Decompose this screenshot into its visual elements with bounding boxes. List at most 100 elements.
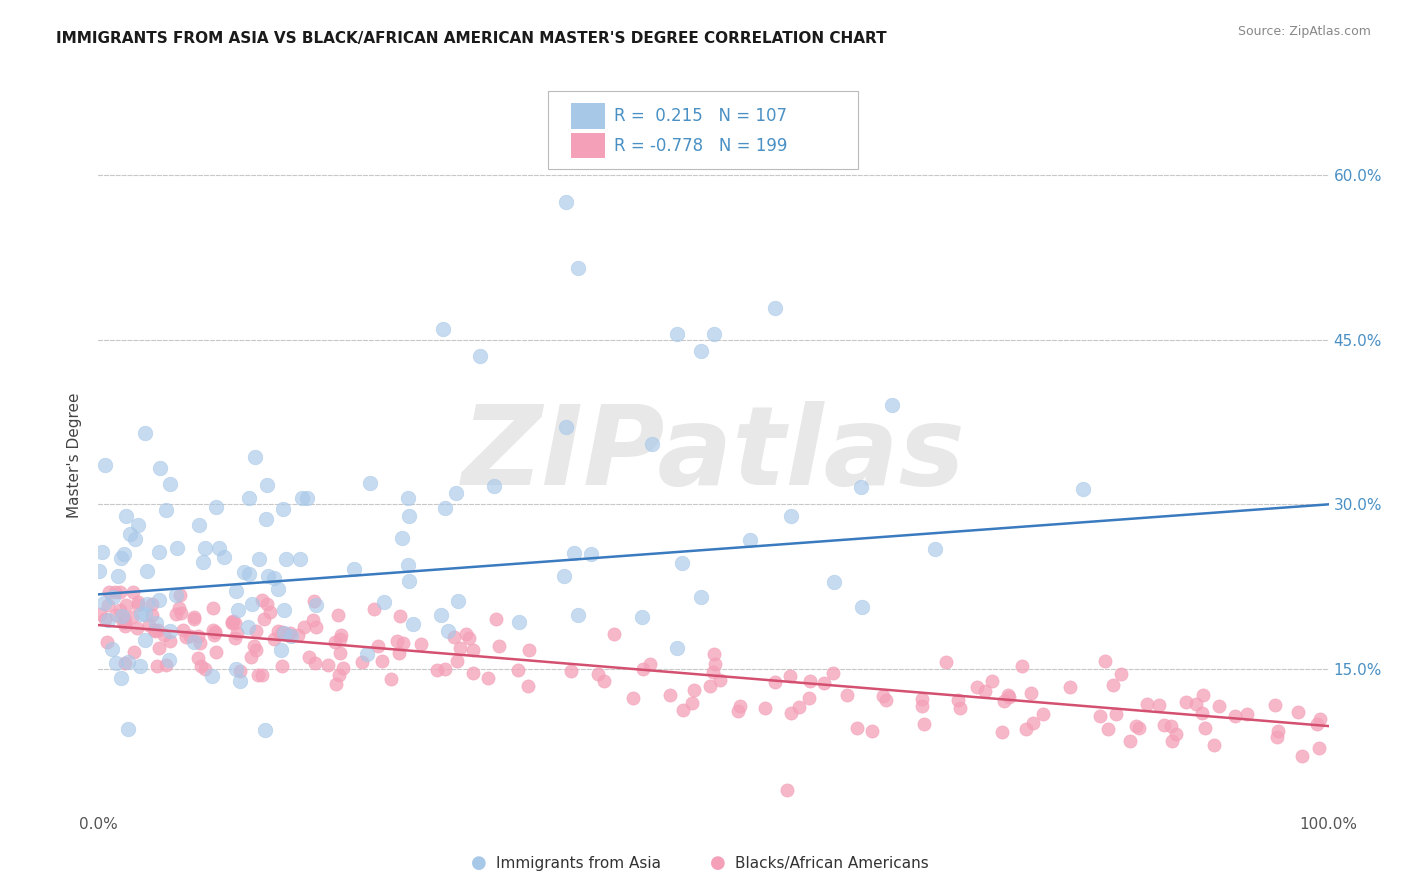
Point: [343, 561, 366, 575]
Point: [488, 639, 510, 653]
Point: [454, 627, 477, 641]
Point: [1088, 709, 1111, 723]
Point: [484, 479, 506, 493]
Point: [872, 690, 894, 704]
Point: [291, 491, 314, 505]
Point: [1265, 731, 1288, 745]
Point: [273, 626, 295, 640]
Point: [326, 608, 349, 623]
Point: [243, 450, 266, 464]
Point: [232, 566, 254, 580]
Point: [304, 620, 326, 634]
Point: [194, 541, 217, 555]
Point: [240, 650, 263, 665]
Point: [120, 526, 142, 541]
Point: [485, 612, 508, 626]
Point: [740, 533, 762, 548]
Point: [202, 624, 225, 638]
Point: [468, 349, 491, 363]
Point: [690, 590, 713, 604]
Point: [222, 614, 245, 628]
Point: [114, 656, 136, 670]
Point: [1192, 688, 1215, 702]
Point: [332, 661, 354, 675]
Point: [882, 398, 904, 412]
Point: [271, 624, 294, 639]
Point: [350, 655, 373, 669]
Point: [136, 564, 159, 578]
Point: [253, 612, 276, 626]
Point: [288, 551, 311, 566]
Point: [799, 691, 821, 706]
Point: [224, 631, 246, 645]
Point: [108, 602, 131, 616]
Point: [1032, 706, 1054, 721]
Point: [835, 688, 858, 702]
Point: [270, 642, 292, 657]
Point: [1191, 706, 1213, 720]
Point: [727, 704, 749, 718]
Point: [1119, 733, 1142, 747]
Point: [104, 585, 127, 599]
Point: [981, 674, 1004, 689]
Point: [690, 343, 713, 358]
Point: [121, 610, 143, 624]
Point: [1202, 738, 1225, 752]
Point: [302, 614, 325, 628]
Point: [779, 669, 801, 683]
Point: [728, 698, 751, 713]
Point: [153, 628, 176, 642]
Point: [508, 663, 530, 677]
Text: R =  0.215   N = 107: R = 0.215 N = 107: [614, 107, 787, 125]
Point: [1286, 706, 1309, 720]
Text: Source: ZipAtlas.com: Source: ZipAtlas.com: [1237, 25, 1371, 38]
Point: [256, 569, 278, 583]
Point: [385, 634, 408, 648]
Point: [93, 596, 115, 610]
Point: [205, 500, 228, 514]
Point: [329, 628, 352, 642]
Point: [665, 640, 688, 655]
Point: [914, 716, 936, 731]
Point: [993, 694, 1015, 708]
Point: [1097, 723, 1119, 737]
Point: [254, 512, 277, 526]
Point: [101, 590, 124, 604]
Point: [1308, 741, 1330, 756]
Point: [579, 547, 602, 561]
Point: [588, 667, 610, 681]
Point: [236, 620, 259, 634]
Point: [277, 628, 299, 642]
Point: [325, 677, 347, 691]
Point: [287, 628, 309, 642]
Point: [114, 509, 136, 524]
Point: [911, 699, 934, 714]
Point: [380, 672, 402, 686]
Point: [1236, 706, 1258, 721]
Text: Immigrants from Asia: Immigrants from Asia: [496, 856, 661, 871]
Point: [165, 607, 187, 621]
Point: [280, 630, 302, 644]
Point: [91, 545, 114, 559]
Point: [159, 634, 181, 648]
Point: [446, 654, 468, 668]
Point: [108, 585, 131, 599]
Point: [240, 597, 263, 611]
Point: [188, 636, 211, 650]
Point: [142, 623, 165, 637]
Point: [121, 585, 143, 599]
Point: [640, 657, 662, 671]
Point: [553, 569, 575, 583]
Point: [1185, 697, 1208, 711]
Point: [699, 679, 721, 693]
Point: [367, 639, 389, 653]
Point: [117, 722, 139, 736]
Point: [860, 724, 883, 739]
Point: [166, 541, 188, 556]
Point: [256, 478, 278, 492]
Point: [402, 617, 425, 632]
Point: [1305, 716, 1327, 731]
Point: [446, 486, 468, 500]
Point: [292, 620, 315, 634]
Point: [253, 723, 276, 737]
